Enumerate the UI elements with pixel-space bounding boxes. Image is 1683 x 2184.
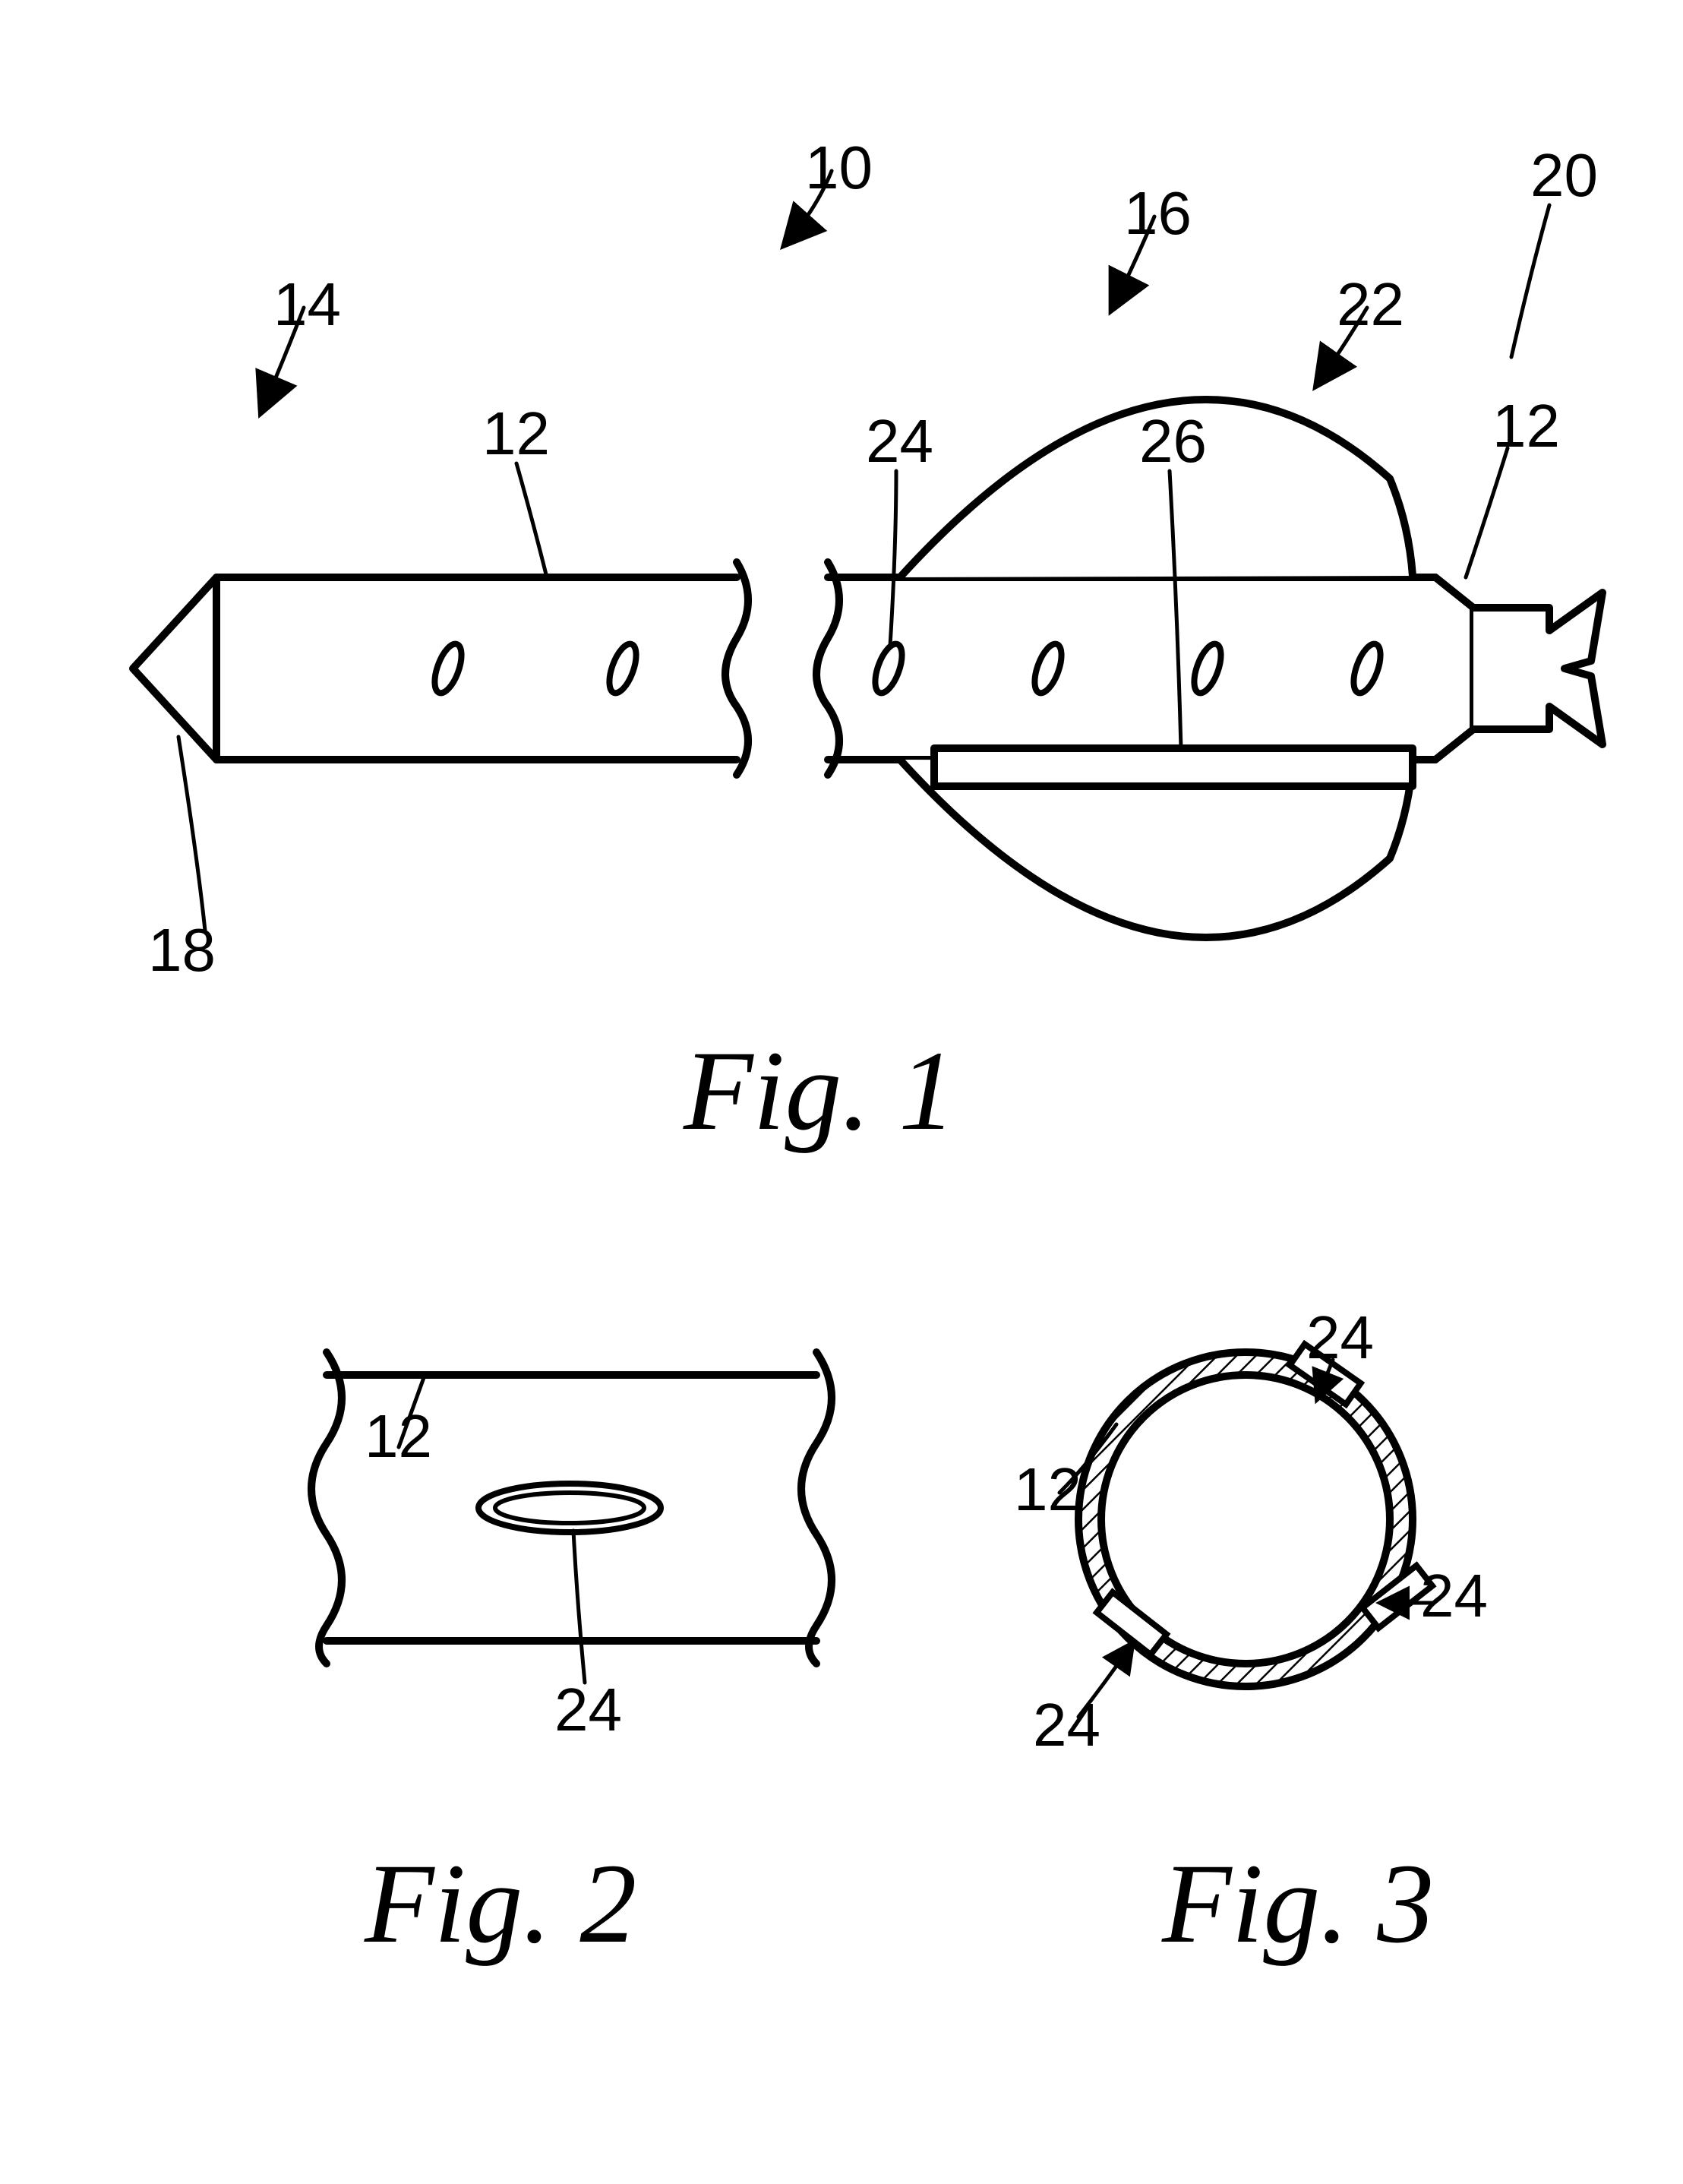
ref-12a: 12	[482, 399, 550, 469]
ref-f3-24c: 24	[1033, 1690, 1100, 1760]
ref-16: 16	[1124, 179, 1192, 248]
figure-3	[1059, 1344, 1432, 1717]
ref-f3-24a: 24	[1306, 1303, 1374, 1373]
ref-f3-24b: 24	[1420, 1561, 1488, 1631]
ref-14: 14	[273, 270, 341, 340]
fig1-holes	[429, 640, 1386, 696]
ref-10: 10	[805, 133, 873, 203]
ref-26: 26	[1139, 406, 1207, 476]
fig2-caption: Fig. 2	[365, 1838, 636, 1969]
ref-f2-24: 24	[554, 1675, 622, 1745]
ref-18: 18	[148, 915, 216, 985]
ref-f3-12: 12	[1014, 1455, 1081, 1525]
fig1-vane-strip	[934, 748, 1413, 786]
fig1-fletching	[900, 400, 1413, 937]
ref-f2-12: 12	[365, 1402, 432, 1471]
fig1-caption: Fig. 1	[684, 1026, 955, 1156]
ref-20: 20	[1530, 141, 1598, 210]
ref-22: 22	[1337, 270, 1404, 340]
fig3-caption: Fig. 3	[1162, 1838, 1434, 1969]
ref-24: 24	[866, 406, 933, 476]
ref-12b: 12	[1492, 391, 1560, 461]
